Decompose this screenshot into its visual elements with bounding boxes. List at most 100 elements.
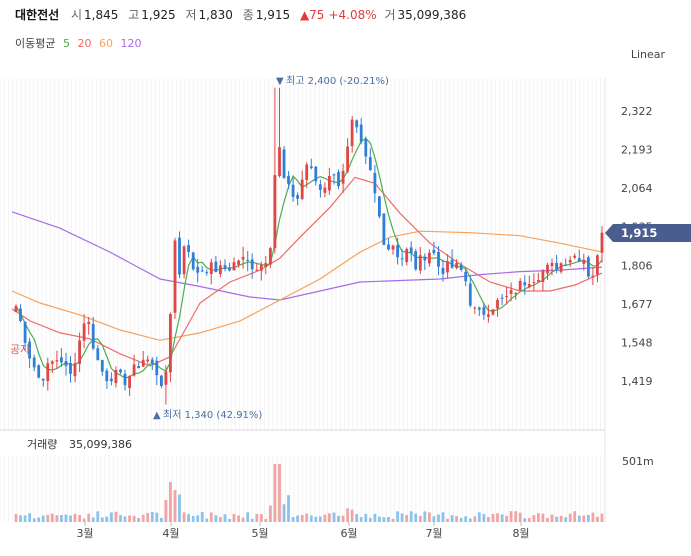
volume-bar	[446, 518, 449, 522]
x-tick-label: 4월	[162, 527, 179, 540]
volume-bar	[214, 515, 218, 522]
volume-bar	[273, 464, 277, 522]
candle-body	[64, 361, 68, 366]
volume-bar	[264, 518, 268, 522]
candle-body	[396, 245, 399, 258]
low-annotation-text: 최저 1,340 (42.91%)	[163, 409, 262, 421]
volume-bar	[373, 513, 377, 522]
candle-body	[87, 321, 91, 325]
volume-bar	[223, 514, 227, 522]
ma-20: 20	[77, 37, 92, 50]
volume-bar	[28, 513, 31, 522]
volume-bar	[505, 515, 508, 522]
volume-panel-label: 거래량	[27, 438, 57, 451]
candle-body	[155, 360, 159, 376]
candle-body	[23, 321, 27, 343]
volume-bar	[187, 514, 190, 522]
candle-body	[255, 269, 259, 271]
volume-bar	[491, 513, 495, 522]
candles	[14, 87, 604, 405]
candle-body	[141, 359, 145, 367]
x-tick-label: 7월	[425, 527, 442, 540]
low-value: 1,830	[198, 8, 233, 22]
quote-header: 대한전선 시 1,845 고 1,925 저 1,830 종 1,915 ▲75 +4.0…	[15, 6, 472, 24]
volume-bar	[450, 515, 454, 522]
candle-body	[91, 324, 95, 349]
volume-bar	[78, 515, 81, 522]
close-value: 1,915	[255, 8, 291, 22]
candle-body	[518, 280, 522, 291]
scale-toggle[interactable]: Linear	[630, 48, 665, 61]
volume-bar	[164, 500, 168, 522]
candle-body	[119, 369, 122, 373]
candle-body	[228, 268, 231, 271]
ma-120-line	[11, 211, 603, 301]
candle-body	[318, 184, 322, 190]
candle-body	[309, 166, 313, 169]
volume-bar	[41, 515, 45, 522]
candle-body	[491, 309, 495, 315]
volume-bar	[523, 518, 527, 522]
volume-bar	[87, 513, 91, 522]
volume-bar	[359, 517, 363, 522]
candle-body	[437, 251, 440, 267]
volume-bar	[50, 513, 54, 522]
ma-5: 5	[62, 37, 70, 50]
candle-body	[232, 262, 236, 271]
candle-body	[496, 299, 499, 309]
candle-body	[391, 245, 395, 250]
y-tick-label: 1,677	[621, 298, 653, 311]
chart-grid	[0, 78, 606, 522]
volume-bar	[178, 494, 181, 522]
y-tick-label: 1,806	[621, 259, 653, 272]
candle-body	[591, 275, 595, 278]
candle-body	[477, 307, 481, 310]
volume-bar	[532, 515, 536, 522]
volume-bar	[196, 515, 200, 522]
left-edge-text: 공자	[10, 343, 30, 356]
volume-bar	[46, 514, 50, 522]
volume-bar	[232, 514, 236, 522]
candle-body	[405, 248, 409, 263]
candle-body	[482, 307, 486, 315]
volume-bar	[418, 515, 422, 522]
moving-average-legend[interactable]: 이동평균 5 20 60 120	[15, 35, 145, 51]
ma-120: 120	[120, 37, 142, 50]
change-percent: +4.08%	[328, 8, 377, 22]
candle-body	[450, 259, 454, 268]
volume-bar	[150, 511, 154, 522]
candle-body	[541, 270, 545, 282]
candle-body	[368, 157, 372, 170]
volume-bar	[173, 490, 177, 522]
candle-body	[400, 258, 404, 260]
volume-bar	[459, 517, 463, 522]
candle-body	[173, 240, 177, 313]
volume-bar	[182, 512, 186, 522]
volume-label: 거	[384, 8, 396, 22]
candle-body	[223, 265, 227, 269]
volume-bar	[305, 513, 309, 522]
stock-name: 대한전선	[15, 8, 60, 22]
volume-bar	[559, 515, 563, 522]
candle-body	[205, 272, 209, 274]
candle-body	[50, 361, 54, 364]
volume-bar	[487, 517, 490, 522]
candle-body	[146, 359, 150, 362]
volume-bar	[546, 518, 549, 522]
volume-bar	[269, 505, 272, 522]
candle-body	[96, 348, 100, 361]
last-price-tag: 1,915	[605, 224, 691, 242]
volume-bar	[591, 512, 595, 522]
candle-body	[582, 259, 586, 264]
candle-body	[532, 281, 536, 283]
low-marker-icon: ▲	[153, 410, 161, 421]
candle-body	[550, 263, 554, 266]
candle-body	[559, 263, 563, 272]
low-label: 저	[185, 8, 197, 22]
candle-body	[78, 340, 81, 364]
volume-bar	[428, 512, 431, 522]
volume-bar	[482, 513, 486, 522]
candle-body	[432, 249, 436, 254]
